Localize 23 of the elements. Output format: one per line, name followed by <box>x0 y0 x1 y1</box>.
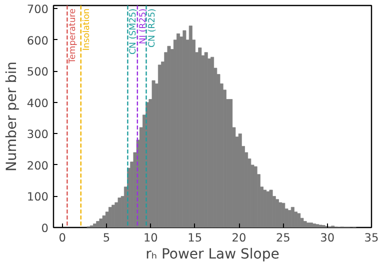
x-tick-label: 30 <box>320 230 335 244</box>
y-tick-label: 600 <box>26 33 49 48</box>
x-tick-label: 25 <box>276 230 290 244</box>
ref-line-label: Insolation <box>82 8 92 51</box>
ref-line-label: NI (R25) <box>138 8 148 44</box>
y-tick-label: 100 <box>26 190 49 204</box>
x-tick-label: 10 <box>143 230 158 244</box>
x-axis-title: rₕ Power Law Slope <box>146 246 280 262</box>
y-tick-label: 400 <box>26 96 49 110</box>
x-tick-label: 15 <box>188 230 202 244</box>
y-tick-label: 500 <box>26 64 49 79</box>
y-axis-title: Number per bin <box>4 61 20 172</box>
y-tick-label: 300 <box>26 127 49 142</box>
x-tick-label: 20 <box>232 230 246 244</box>
x-tick-label: 35 <box>364 230 379 244</box>
x-tick-label: 0 <box>58 230 66 244</box>
y-tick-label: 700 <box>26 2 49 16</box>
y-tick-label: 200 <box>26 158 49 172</box>
ref-line-label: CN (R25) <box>147 8 158 48</box>
ref-line-label: CN (SM25) <box>128 8 139 55</box>
y-tick-label: 0 <box>41 221 49 235</box>
x-tick-label: 5 <box>102 230 110 244</box>
ref-line-label: Temperature <box>68 8 78 64</box>
